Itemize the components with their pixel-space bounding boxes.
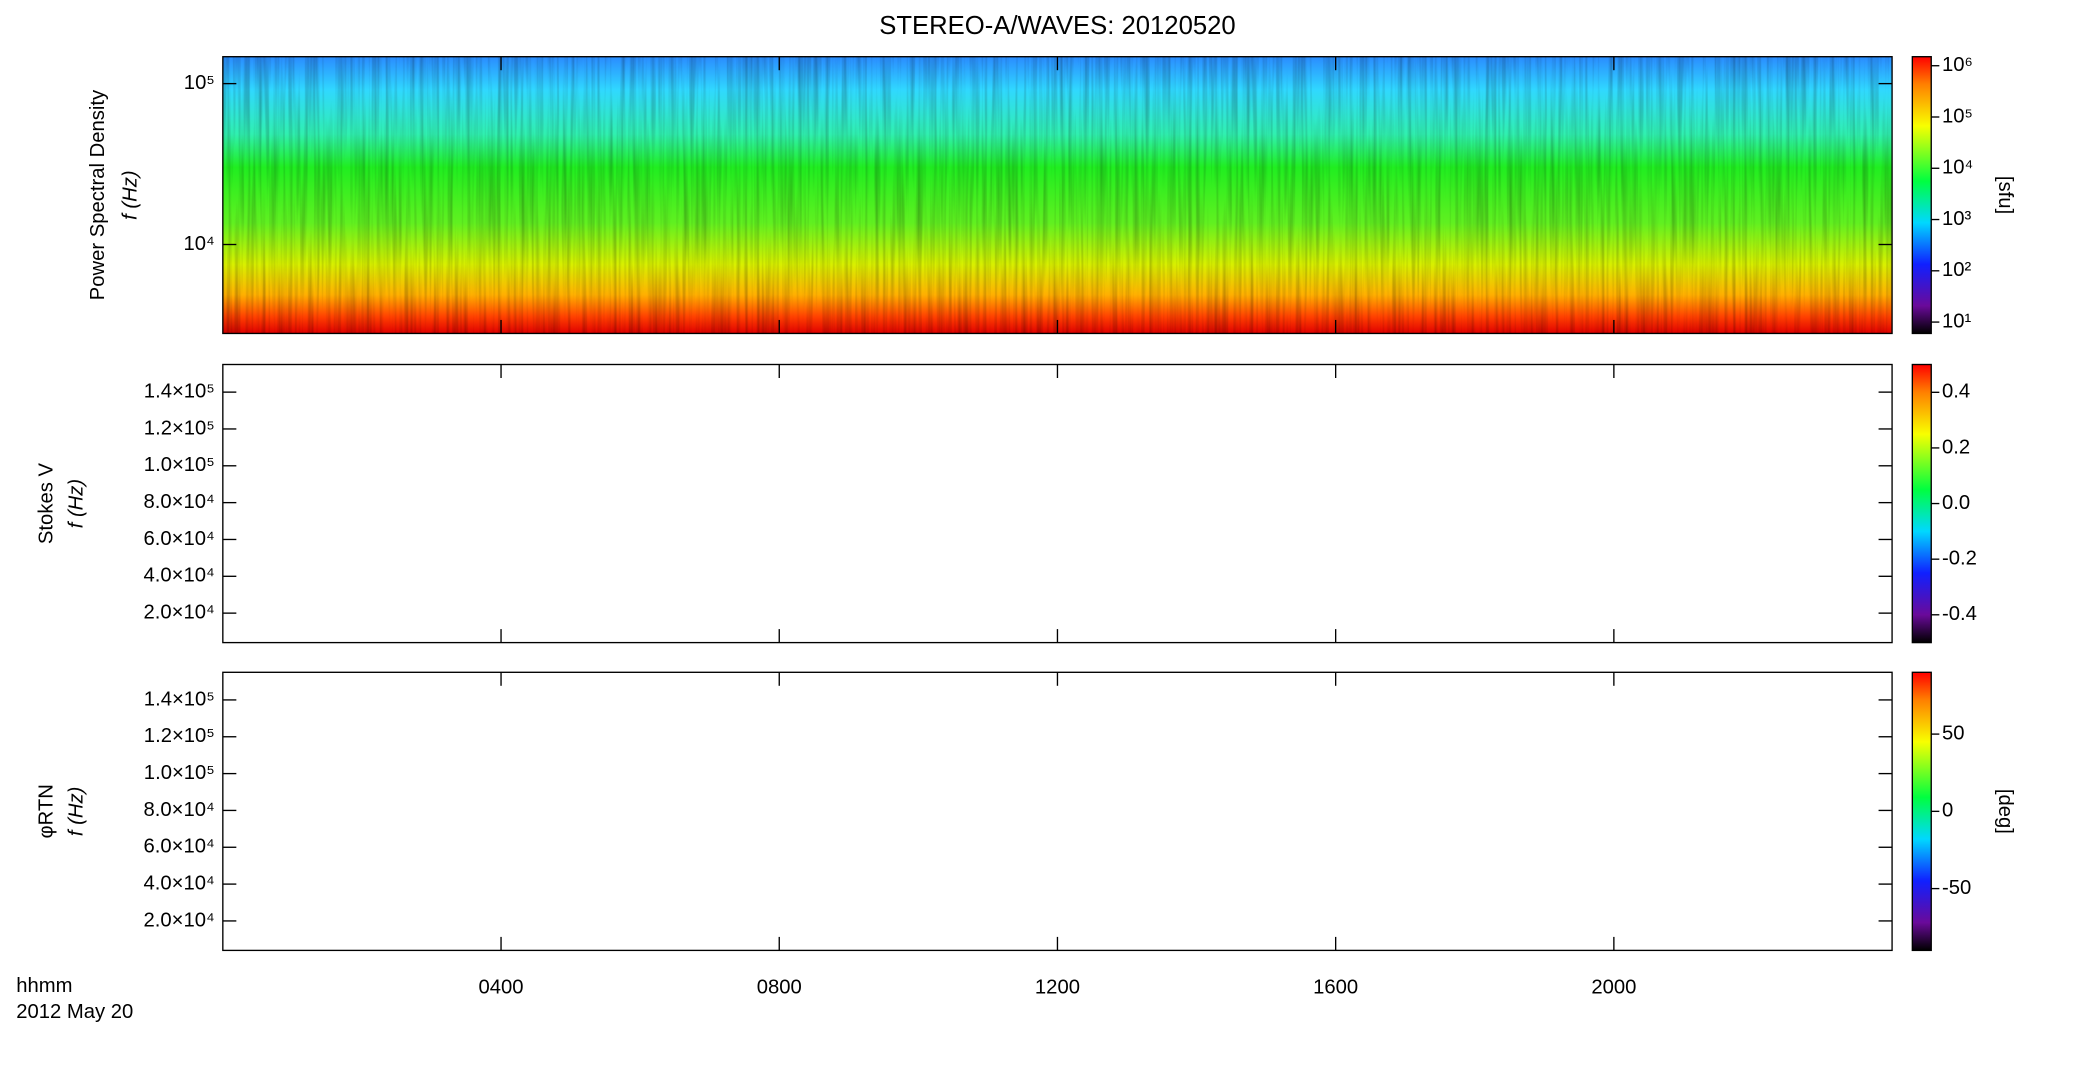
colorbar-tick-label: 0.0 [1942, 492, 1970, 514]
y-tick-label: 2.0×10⁴ [144, 909, 215, 931]
colorbar-label: [sfu] [1994, 176, 2016, 214]
y-tick-label: 8.0×10⁴ [144, 491, 215, 513]
plot-frame [222, 363, 1893, 644]
colorbar-tick-label: 0.4 [1942, 381, 1970, 403]
y-axis-unit-label: f (Hz) [65, 787, 87, 836]
y-tick-label: 8.0×10⁴ [144, 799, 215, 821]
x-tick-label: 2000 [1591, 977, 1636, 999]
x-tick-label: 0400 [479, 977, 524, 999]
y-tick-label: 4.0×10⁴ [144, 872, 215, 894]
colorbar-tick-label: 10⁶ [1942, 54, 1973, 76]
colorbar-tick-label: 0 [1942, 800, 1953, 822]
x-tick-label: 1200 [1035, 977, 1080, 999]
x-axis-label: hhmm [16, 975, 72, 997]
colorbar-tick-label: 10³ [1942, 208, 1972, 230]
colorbar-tick-label: -0.2 [1942, 548, 1977, 570]
y-axis-unit-label: f (Hz) [65, 479, 87, 528]
colorbar [1911, 363, 1932, 644]
y-axis-label: φRTN [36, 784, 58, 838]
colorbar-label: [deg] [1994, 789, 2016, 834]
colorbar-tick-label: 10¹ [1942, 310, 1972, 332]
colorbar-tick-label: -0.4 [1942, 603, 1977, 625]
colorbar-tick-label: 50 [1942, 722, 1965, 744]
y-tick-label: 6.0×10⁴ [144, 528, 215, 550]
y-tick-label: 1.2×10⁵ [144, 725, 215, 747]
y-tick-label: 1.4×10⁵ [144, 380, 215, 402]
colorbar-tick-label: 10⁵ [1942, 105, 1973, 127]
y-tick-label: 1.2×10⁵ [144, 417, 215, 439]
spectrogram-texture [222, 56, 1893, 334]
date-label: 2012 May 20 [16, 1001, 133, 1023]
colorbar-tick-label: 10² [1942, 259, 1972, 281]
y-tick-label: 10⁵ [184, 72, 215, 94]
colorbar-tick-label: -50 [1942, 877, 1971, 899]
y-tick-label: 2.0×10⁴ [144, 601, 215, 623]
x-tick-label: 0800 [757, 977, 802, 999]
x-tick-label: 1600 [1313, 977, 1358, 999]
y-tick-label: 6.0×10⁴ [144, 836, 215, 858]
y-tick-label: 1.0×10⁵ [144, 762, 215, 784]
chart-title: STEREO-A/WAVES: 20120520 [879, 12, 1235, 40]
y-axis-unit-label: f (Hz) [119, 170, 141, 219]
y-axis-label: Stokes V [36, 463, 58, 545]
colorbar-tick-label: 0.2 [1942, 436, 1970, 458]
y-tick-label: 1.0×10⁵ [144, 454, 215, 476]
y-tick-label: 1.4×10⁵ [144, 688, 215, 710]
colorbar-tick-label: 10⁴ [1942, 157, 1973, 179]
y-tick-label: 4.0×10⁴ [144, 565, 215, 587]
colorbar [1911, 56, 1932, 335]
y-tick-label: 10⁴ [183, 233, 214, 255]
plot-frame [222, 671, 1893, 952]
y-axis-label: Power Spectral Density [87, 89, 109, 300]
colorbar [1911, 671, 1932, 952]
